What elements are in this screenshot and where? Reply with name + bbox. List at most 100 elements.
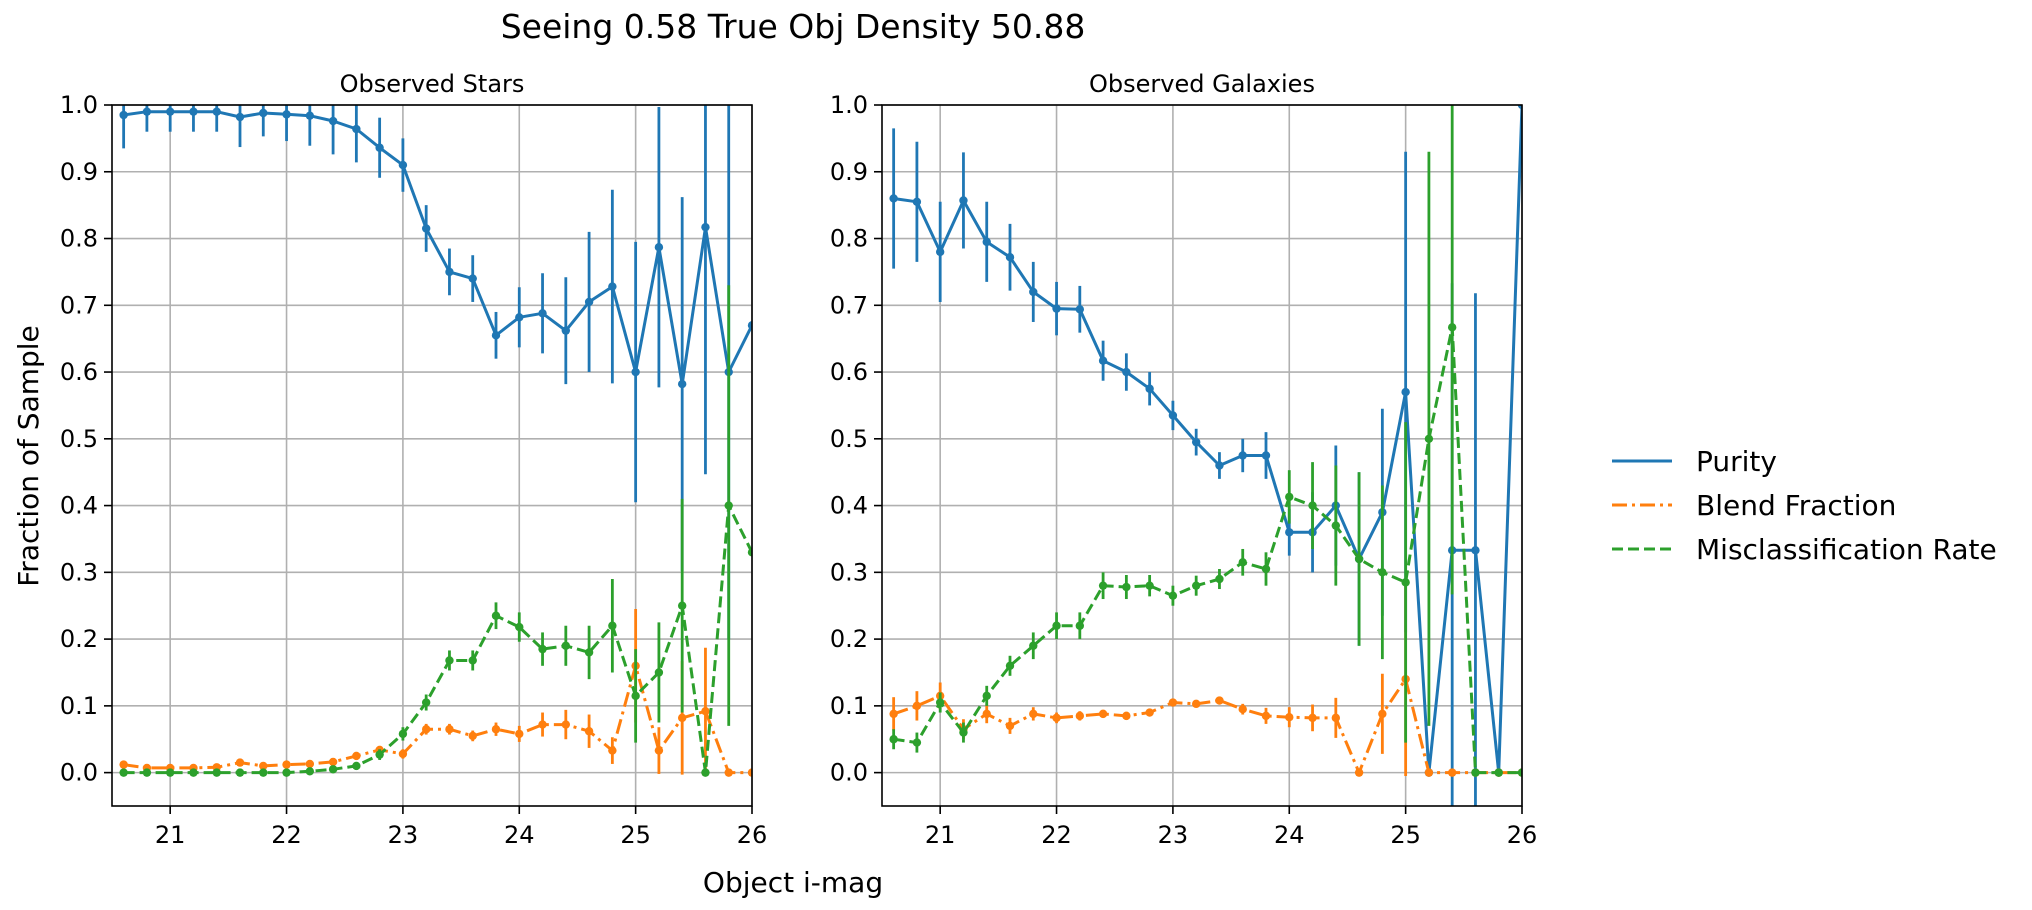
data-point (398, 749, 408, 759)
data-point (515, 313, 524, 322)
data-point (142, 768, 152, 777)
data-point (724, 768, 733, 777)
data-point (1238, 558, 1247, 567)
data-point (1145, 708, 1154, 717)
data-point (982, 709, 991, 719)
data-point (1447, 768, 1457, 777)
data-point (912, 197, 922, 207)
data-point (1168, 591, 1178, 600)
y-tick-label: 1.0 (830, 91, 868, 119)
data-point (1401, 578, 1410, 587)
legend-label: Purity (1696, 445, 1777, 478)
data-point (1494, 768, 1503, 777)
data-point (1471, 546, 1480, 555)
data-point (584, 648, 594, 657)
data-point (421, 224, 431, 233)
x-tick-label: 22 (271, 821, 302, 849)
series-line (893, 677, 1522, 775)
data-point (259, 108, 268, 118)
x-tick-label: 24 (504, 821, 535, 849)
data-point (1308, 713, 1317, 723)
y-tick-label: 0.1 (60, 692, 98, 720)
data-point (1191, 581, 1201, 590)
data-point (1447, 323, 1457, 332)
legend-item-purity: Purity (1612, 445, 1777, 478)
data-point (584, 297, 594, 307)
data-point (1145, 581, 1154, 590)
y-tick-label: 0.4 (830, 492, 868, 520)
data-point (584, 727, 594, 736)
data-point (1122, 582, 1131, 592)
data-point (1354, 768, 1364, 777)
figure-title: Seeing 0.58 True Obj Density 50.88 (501, 7, 1086, 46)
legend-label: Misclassification Rate (1696, 533, 1997, 566)
data-point (631, 691, 640, 701)
legend-label: Blend Fraction (1696, 489, 1896, 522)
x-tick-label: 22 (1041, 821, 1072, 849)
data-point (1005, 721, 1015, 731)
data-point (654, 668, 664, 677)
data-point (468, 656, 477, 665)
data-point (889, 735, 898, 744)
data-point (912, 701, 922, 711)
y-tick-label: 0.3 (830, 558, 868, 586)
data-point (1075, 305, 1085, 314)
data-point (165, 107, 175, 116)
data-point (259, 761, 268, 771)
data-point (235, 768, 245, 777)
y-tick-label: 0.3 (60, 558, 98, 586)
data-point (677, 713, 687, 723)
x-tick-label: 25 (1390, 821, 1421, 849)
data-point (1052, 713, 1061, 723)
data-point (1191, 699, 1201, 709)
series-line (893, 325, 1522, 775)
data-point (259, 768, 268, 777)
data-point (235, 112, 245, 122)
data-point (1029, 641, 1038, 650)
data-point (982, 691, 991, 701)
data-point (1378, 709, 1387, 719)
y-tick-label: 0.5 (830, 425, 868, 453)
data-point (959, 728, 968, 737)
data-point (1238, 704, 1247, 714)
data-point (1215, 696, 1224, 705)
data-point (189, 768, 198, 777)
data-point (608, 746, 617, 755)
data-point (1168, 411, 1178, 420)
data-point (282, 110, 291, 119)
data-point (1098, 581, 1108, 590)
y-tick-label: 0.9 (60, 158, 98, 186)
y-tick-label: 0.8 (60, 225, 98, 253)
data-point (959, 196, 968, 205)
panel-1: 21 22 23 24 25 26 0.0 0.1 0.2 0.3 0.4 0.5 0.6 0.7 0.8 0… (60, 70, 767, 849)
data-point (1052, 621, 1061, 630)
y-tick-label: 0.7 (60, 291, 98, 319)
data-point (889, 709, 898, 719)
subplot-title: Observed Stars (340, 70, 525, 98)
data-point (1331, 521, 1341, 530)
data-point (1285, 713, 1294, 722)
data-point (747, 321, 752, 330)
data-point (724, 501, 733, 510)
data-point (445, 267, 454, 277)
data-point (282, 760, 291, 769)
data-point (142, 107, 152, 116)
data-point (912, 738, 922, 747)
data-point (1517, 105, 1522, 110)
series-line (123, 664, 752, 775)
data-point (701, 706, 710, 716)
data-point (165, 768, 175, 777)
data-point (212, 107, 221, 116)
data-point (1401, 387, 1410, 397)
x-tick-label: 25 (620, 821, 651, 849)
data-point (212, 768, 221, 777)
data-point (328, 757, 338, 767)
data-point (305, 759, 315, 769)
data-point (119, 110, 128, 120)
y-tick-label: 0.4 (60, 492, 98, 520)
y-tick-label: 0.2 (830, 625, 868, 653)
series-line (123, 504, 752, 775)
data-point (1424, 768, 1434, 777)
data-point (654, 243, 664, 252)
